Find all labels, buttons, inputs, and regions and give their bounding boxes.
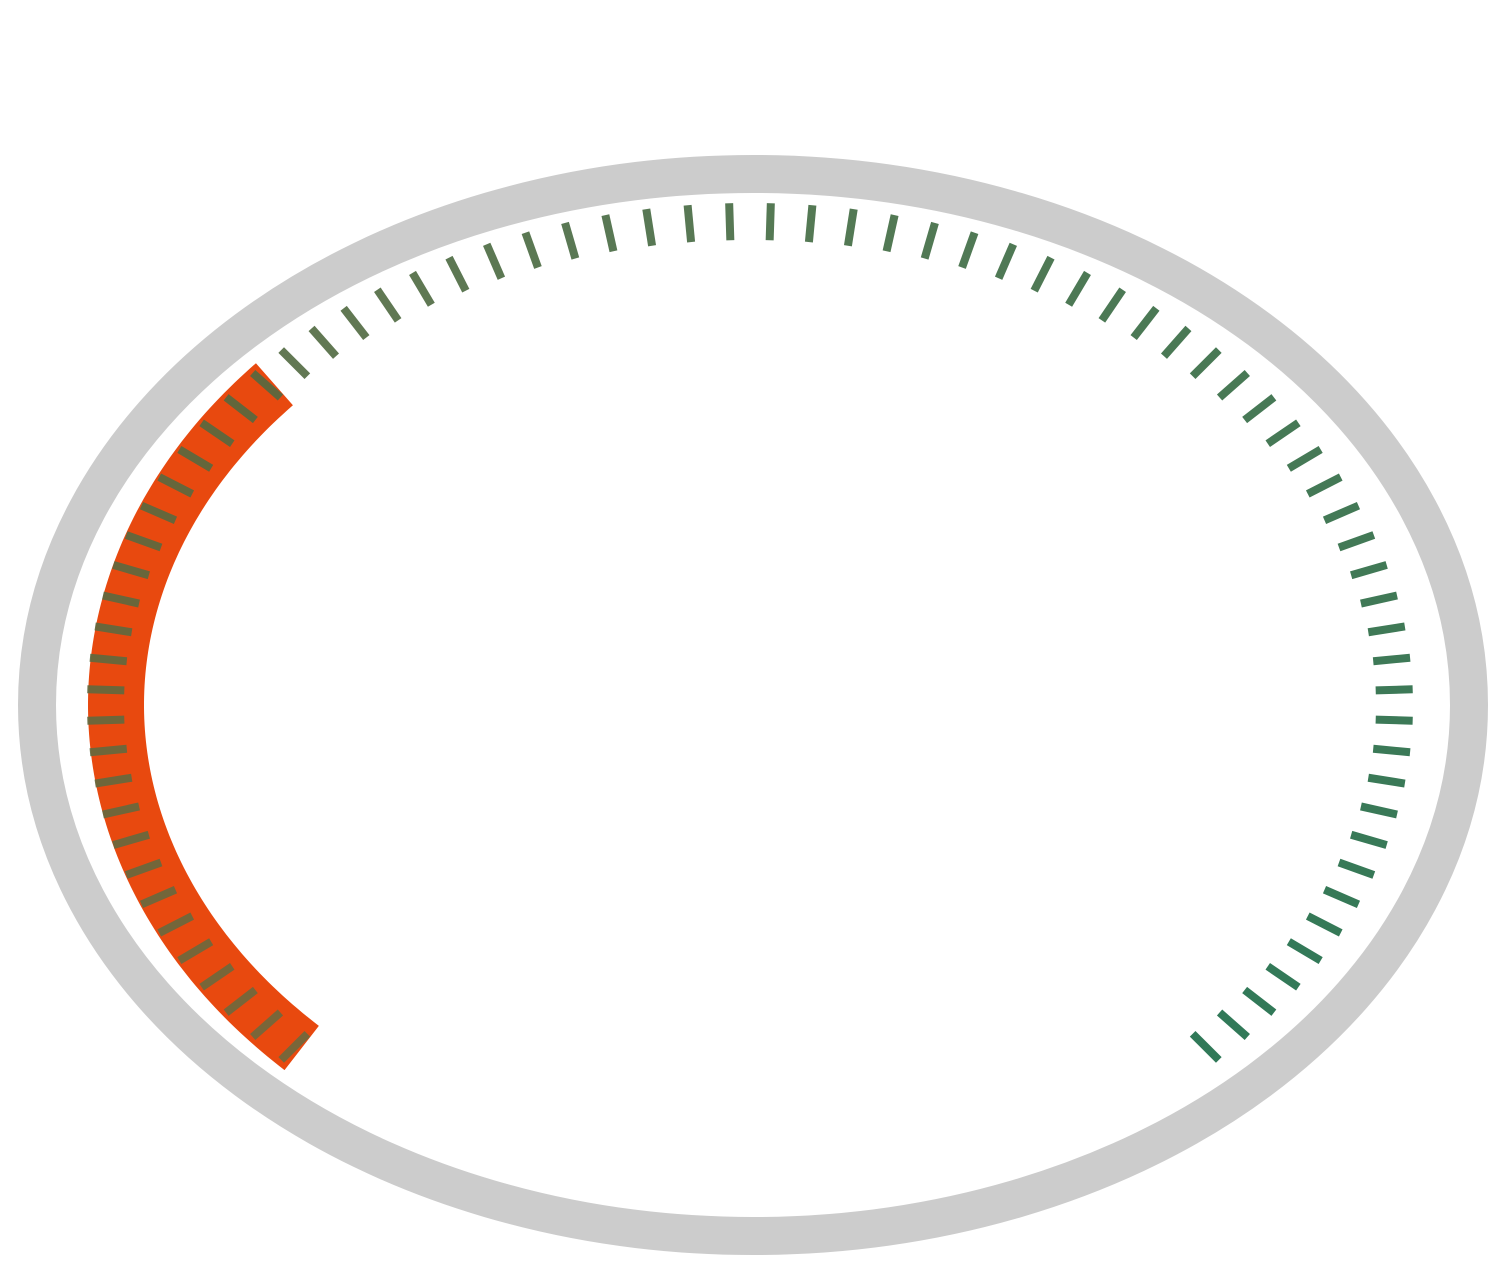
gauge-tick	[278, 1030, 311, 1063]
gauge-tick	[1286, 938, 1323, 964]
gauge-tick	[1286, 446, 1323, 472]
gauge-value-arc	[88, 363, 319, 1071]
gauge-tick	[199, 419, 235, 447]
gauge-tick	[250, 1009, 284, 1040]
gauge-tick	[445, 255, 470, 293]
gauge-tick	[561, 221, 580, 260]
gauge-tick	[1098, 287, 1126, 323]
gauge-tick	[920, 221, 939, 260]
gauge-tick	[1337, 531, 1376, 552]
gauge-tick	[112, 830, 150, 849]
gauge-tick	[1337, 858, 1376, 879]
gauge-tick	[308, 325, 340, 359]
gauge-tick	[177, 938, 214, 964]
gauge-tick	[112, 561, 150, 580]
gauge-tick	[1350, 561, 1388, 580]
gauge-tick	[725, 203, 735, 241]
gauge-tick	[958, 231, 979, 269]
gauge-tick	[199, 963, 235, 991]
gauge-tick	[124, 531, 163, 552]
gauge-tick	[250, 370, 284, 401]
gauge-tick	[94, 622, 133, 637]
gauge-tick	[1350, 830, 1388, 849]
gauge-tick	[223, 986, 258, 1016]
gauge-tick	[1265, 419, 1301, 447]
gauge-tick	[1160, 325, 1192, 359]
gauge-tick	[223, 394, 258, 424]
gauge-tick	[1375, 715, 1413, 725]
gauge-tick	[1372, 744, 1411, 757]
gauge-tick	[642, 208, 657, 247]
gauge-tick	[102, 591, 140, 608]
gauge-tick	[94, 773, 133, 788]
gauge-tick	[765, 203, 775, 241]
gauge-tick	[139, 886, 178, 909]
gauge-tick	[1375, 685, 1413, 695]
gauge-tick	[1130, 305, 1160, 341]
gauge-tick	[1065, 270, 1091, 307]
gauge-tick	[102, 802, 140, 819]
gauge-tick	[1360, 802, 1398, 819]
gauge-tick	[374, 287, 402, 323]
gauge-tick	[409, 270, 435, 307]
gauge-tick	[124, 858, 163, 879]
gauge-tick	[1372, 653, 1411, 666]
gauge-tick	[157, 473, 195, 498]
gauge-tick	[1367, 773, 1406, 788]
gauge-tick	[1305, 473, 1343, 498]
gauge-tick	[882, 214, 899, 253]
gauge-tick	[843, 208, 858, 247]
gauge-tick	[1322, 501, 1361, 524]
gauge-tick	[683, 204, 696, 243]
gauge-tick	[1189, 347, 1222, 380]
gauge-tick	[340, 305, 370, 341]
gauge-tick	[1189, 1030, 1222, 1063]
gauge-tick	[1242, 986, 1277, 1016]
gauge-tick	[521, 231, 542, 269]
gauge-tick	[804, 204, 817, 243]
gauge-tick	[1216, 370, 1250, 401]
gauge-tick	[177, 446, 214, 472]
gauge-tick	[87, 715, 125, 725]
gauge-tick	[1242, 394, 1277, 424]
gauge-tick	[1305, 912, 1343, 937]
gauge-tick	[1360, 591, 1398, 608]
gauge-tick	[483, 242, 506, 280]
gauge-tick	[601, 214, 618, 253]
gauge-tick	[157, 912, 195, 937]
gauge-rim	[18, 155, 1488, 1255]
gauge-tick	[1367, 622, 1406, 637]
gauge-tick	[278, 347, 311, 380]
gauge-tick	[994, 242, 1017, 280]
gauge-tick	[87, 685, 125, 695]
gauge-tick	[1216, 1009, 1250, 1040]
gauge-tick	[89, 653, 128, 666]
gauge-tick	[1265, 963, 1301, 991]
gauge-tick	[139, 501, 178, 524]
gauge-tick	[1322, 886, 1361, 909]
gauge-tick	[1030, 255, 1055, 293]
gauge-tick	[89, 744, 128, 757]
